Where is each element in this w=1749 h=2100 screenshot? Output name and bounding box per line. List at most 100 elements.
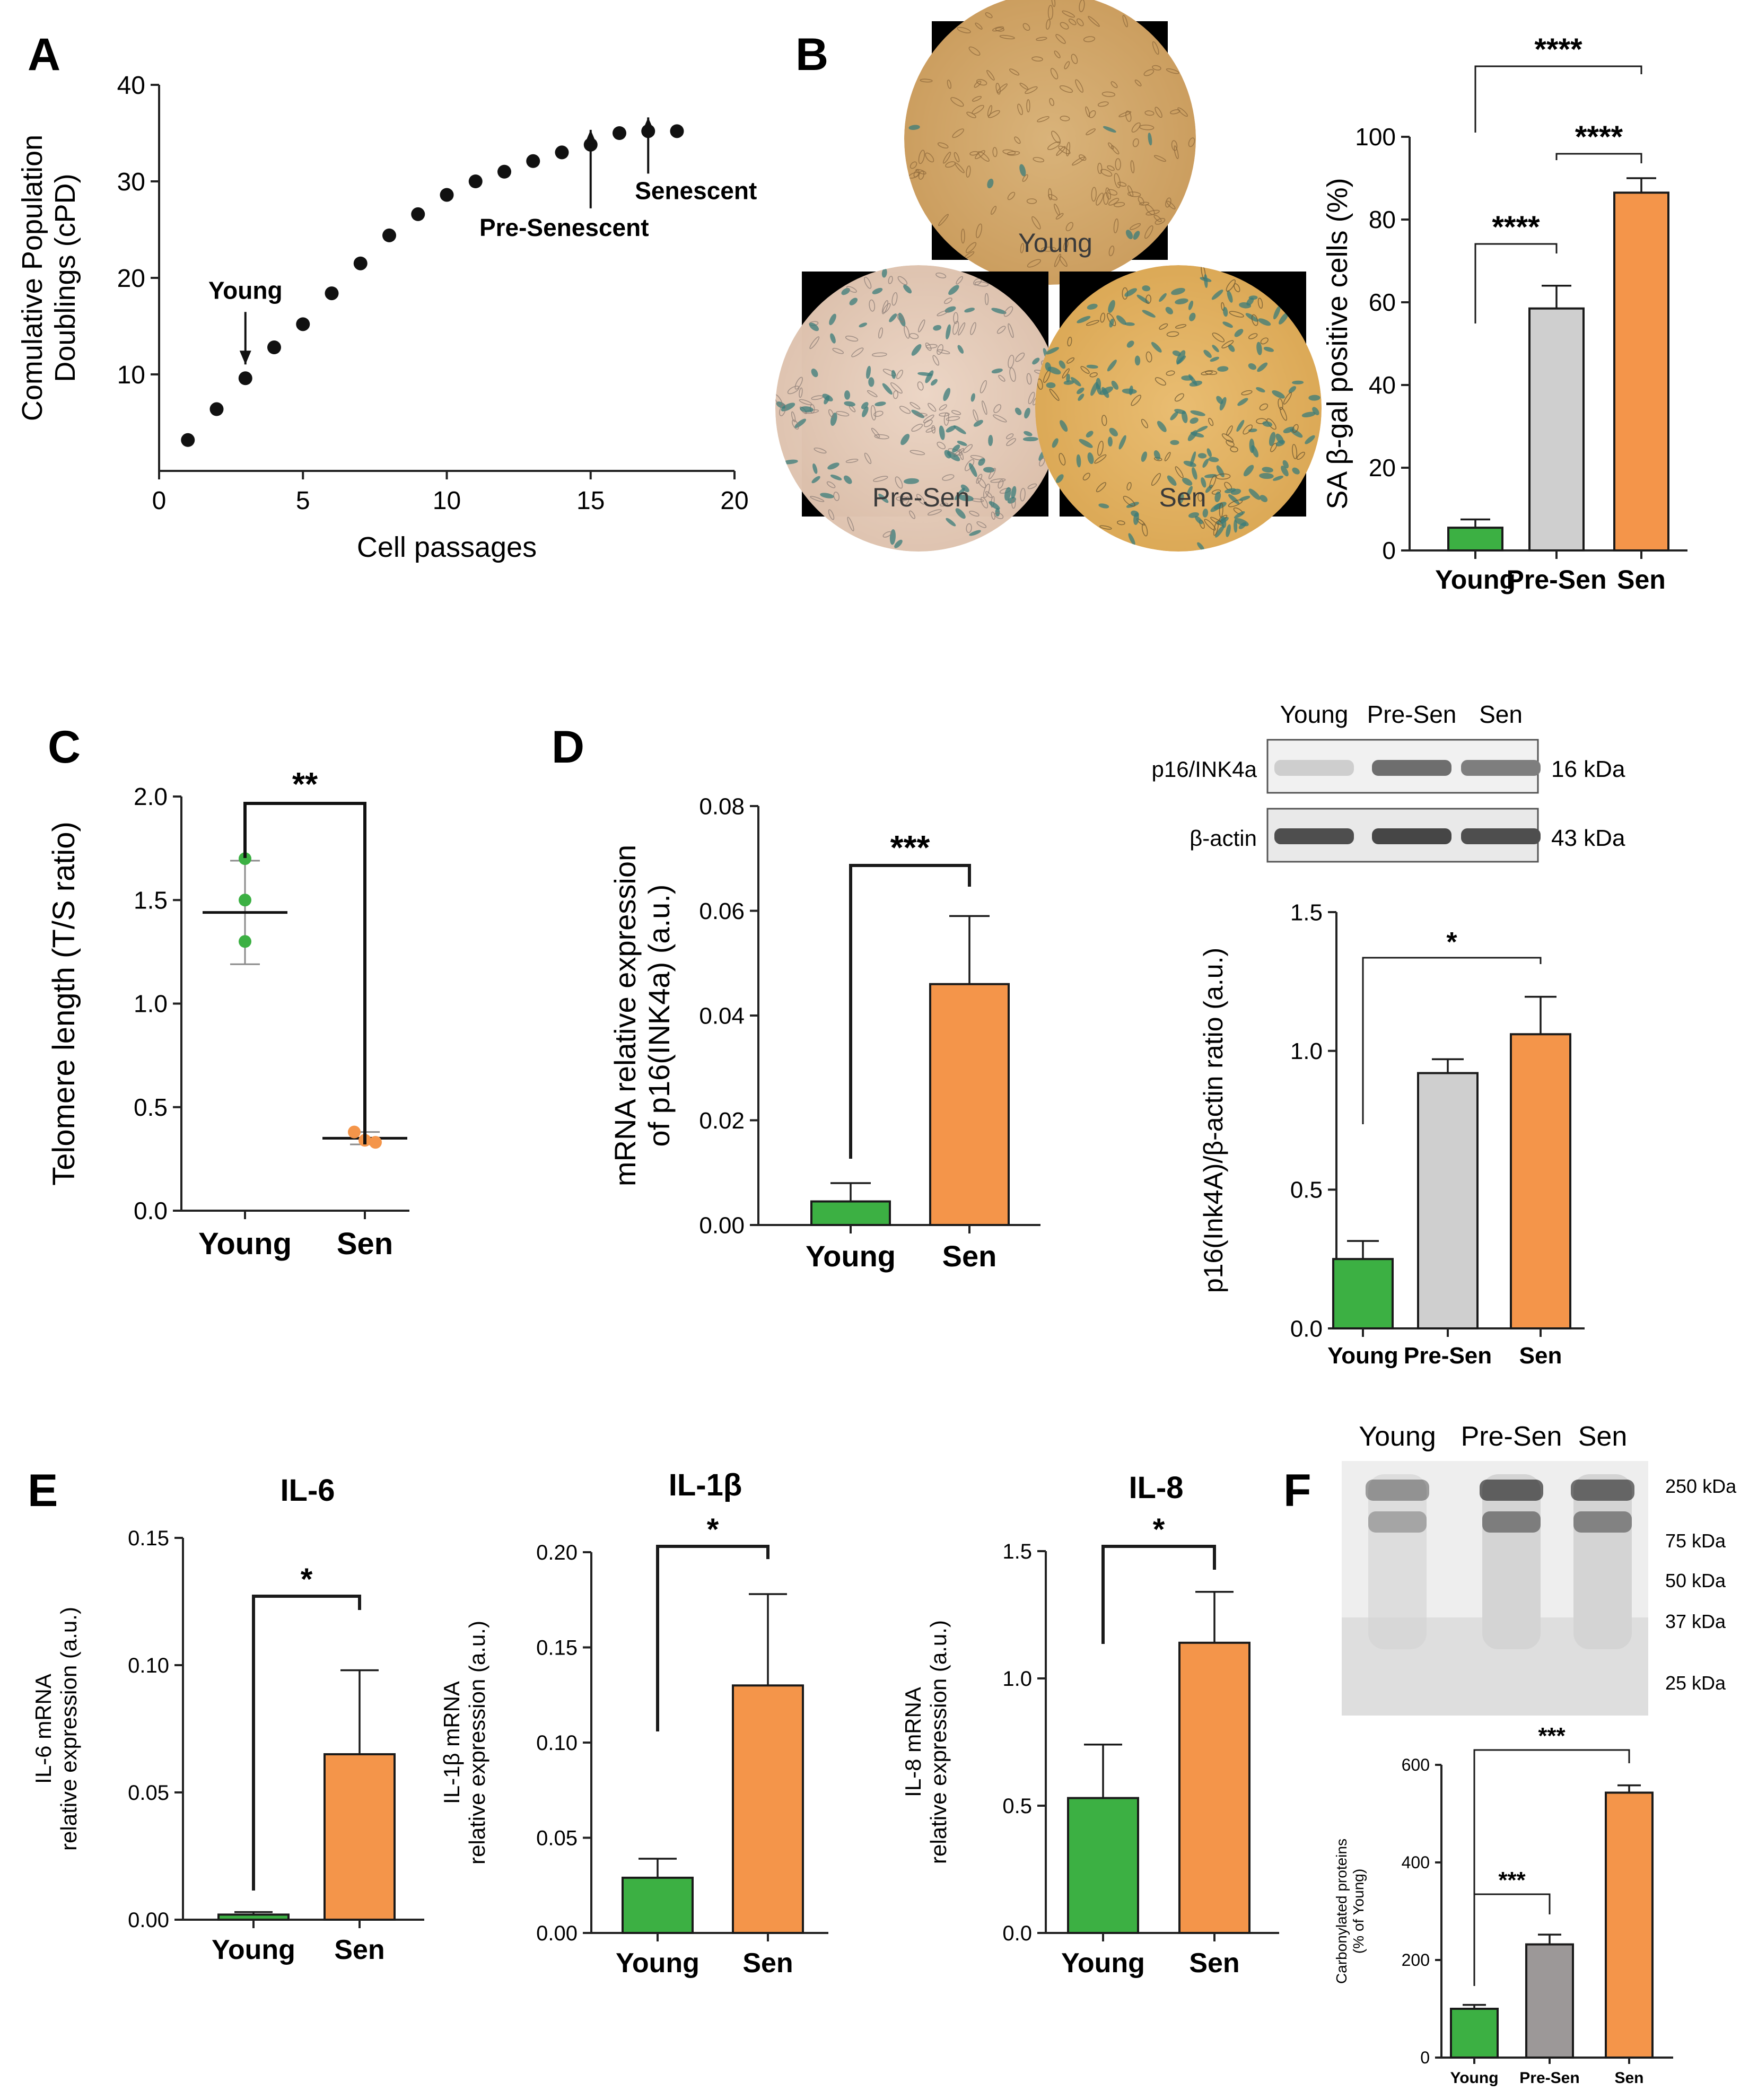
cell	[909, 332, 919, 339]
cell	[1107, 165, 1115, 171]
cell	[1188, 512, 1200, 518]
cell	[1144, 225, 1153, 239]
blot-p16-lane-pre-sen: Pre-Sen	[1367, 701, 1457, 728]
cell	[1110, 81, 1118, 89]
cell	[1219, 502, 1223, 518]
y-axis-label: relative expression (a.u.)	[56, 1607, 81, 1851]
cell	[1228, 494, 1240, 504]
cell	[897, 314, 905, 322]
data-point	[238, 371, 252, 386]
cell	[917, 381, 924, 391]
cell	[1020, 243, 1025, 253]
y-axis-label: IL-6 mRNA	[31, 1674, 56, 1784]
cell	[794, 377, 803, 390]
cell	[1060, 420, 1068, 432]
cell	[1022, 23, 1030, 31]
cell	[833, 492, 840, 501]
cell	[973, 409, 979, 422]
cell	[946, 425, 956, 433]
blot-marker-250: 250 kDa	[1665, 1475, 1737, 1497]
annotation-arrowhead	[642, 117, 654, 132]
cell	[986, 69, 995, 81]
y-tick-label: 0.5	[1002, 1795, 1032, 1818]
cell	[791, 411, 796, 423]
cell	[1058, 145, 1071, 154]
cell	[1152, 65, 1161, 71]
cell	[1060, 116, 1070, 121]
significance-label: ***	[1538, 1723, 1566, 1749]
cell	[1117, 181, 1127, 187]
x-tick-label: Sen	[337, 1227, 393, 1261]
cell	[1059, 256, 1068, 267]
cell	[1282, 460, 1289, 469]
micrograph-pre-sen-label: Pre-Sen	[872, 483, 969, 512]
significance-bracket	[1555, 153, 1642, 163]
x-tick-label: 20	[720, 487, 748, 515]
cell	[943, 298, 952, 304]
cell	[1125, 110, 1132, 122]
cell	[910, 161, 917, 169]
y-tick-label: 200	[1402, 1950, 1430, 1970]
cell	[976, 223, 983, 239]
cell	[1126, 482, 1132, 491]
bar-young	[217, 1913, 290, 1921]
cell	[844, 475, 852, 484]
micrograph-young-label: Young	[1018, 228, 1092, 258]
cell	[1182, 477, 1193, 486]
cell	[1229, 311, 1244, 318]
cell	[873, 410, 884, 417]
cell	[1157, 421, 1167, 432]
cell	[1212, 345, 1219, 353]
cell	[1048, 188, 1053, 200]
cell	[944, 450, 951, 459]
cell	[845, 458, 859, 463]
cell	[1181, 375, 1193, 381]
y-tick-label: 0.5	[1290, 1177, 1323, 1203]
cell	[1059, 360, 1066, 369]
cell	[1151, 472, 1161, 486]
significance-label: *	[301, 1562, 313, 1597]
cell	[995, 27, 1005, 32]
cell	[1027, 483, 1037, 489]
cell	[1262, 421, 1273, 427]
cell	[1290, 428, 1303, 438]
cell	[1063, 240, 1069, 251]
cell	[882, 531, 892, 538]
significance-bracket	[1362, 957, 1542, 1124]
cell	[1205, 484, 1213, 493]
cell	[1164, 452, 1171, 461]
micrograph-pre-sen: Pre-Sen	[775, 265, 1062, 552]
cell	[966, 523, 972, 533]
x-tick-label: 0	[152, 487, 167, 515]
cell	[1183, 460, 1196, 467]
cell	[1141, 451, 1148, 462]
cell	[991, 308, 1007, 314]
bar-young	[1332, 1258, 1394, 1330]
cell	[1296, 451, 1305, 460]
cell	[1107, 360, 1117, 372]
data-point	[239, 852, 251, 865]
cell	[1040, 247, 1056, 252]
cell	[1202, 509, 1209, 518]
cell	[974, 281, 989, 287]
data-point	[239, 894, 251, 907]
cell	[1083, 36, 1096, 42]
cell	[1065, 222, 1073, 232]
cell	[1278, 398, 1283, 410]
data-point	[348, 1125, 361, 1139]
data-point	[670, 124, 684, 138]
cell	[830, 413, 837, 426]
y-tick-label: 0.02	[699, 1108, 745, 1134]
cell	[981, 400, 987, 415]
cell	[846, 286, 857, 293]
cell	[829, 313, 836, 326]
blot-carbonyl-lane-young: Young	[1359, 1421, 1436, 1452]
cell	[830, 474, 842, 480]
cell	[1134, 80, 1142, 86]
cell	[1258, 318, 1271, 326]
cell	[1188, 137, 1195, 147]
cell	[1153, 215, 1162, 222]
cell	[1167, 475, 1177, 486]
cell	[836, 411, 850, 417]
cell	[975, 22, 983, 30]
